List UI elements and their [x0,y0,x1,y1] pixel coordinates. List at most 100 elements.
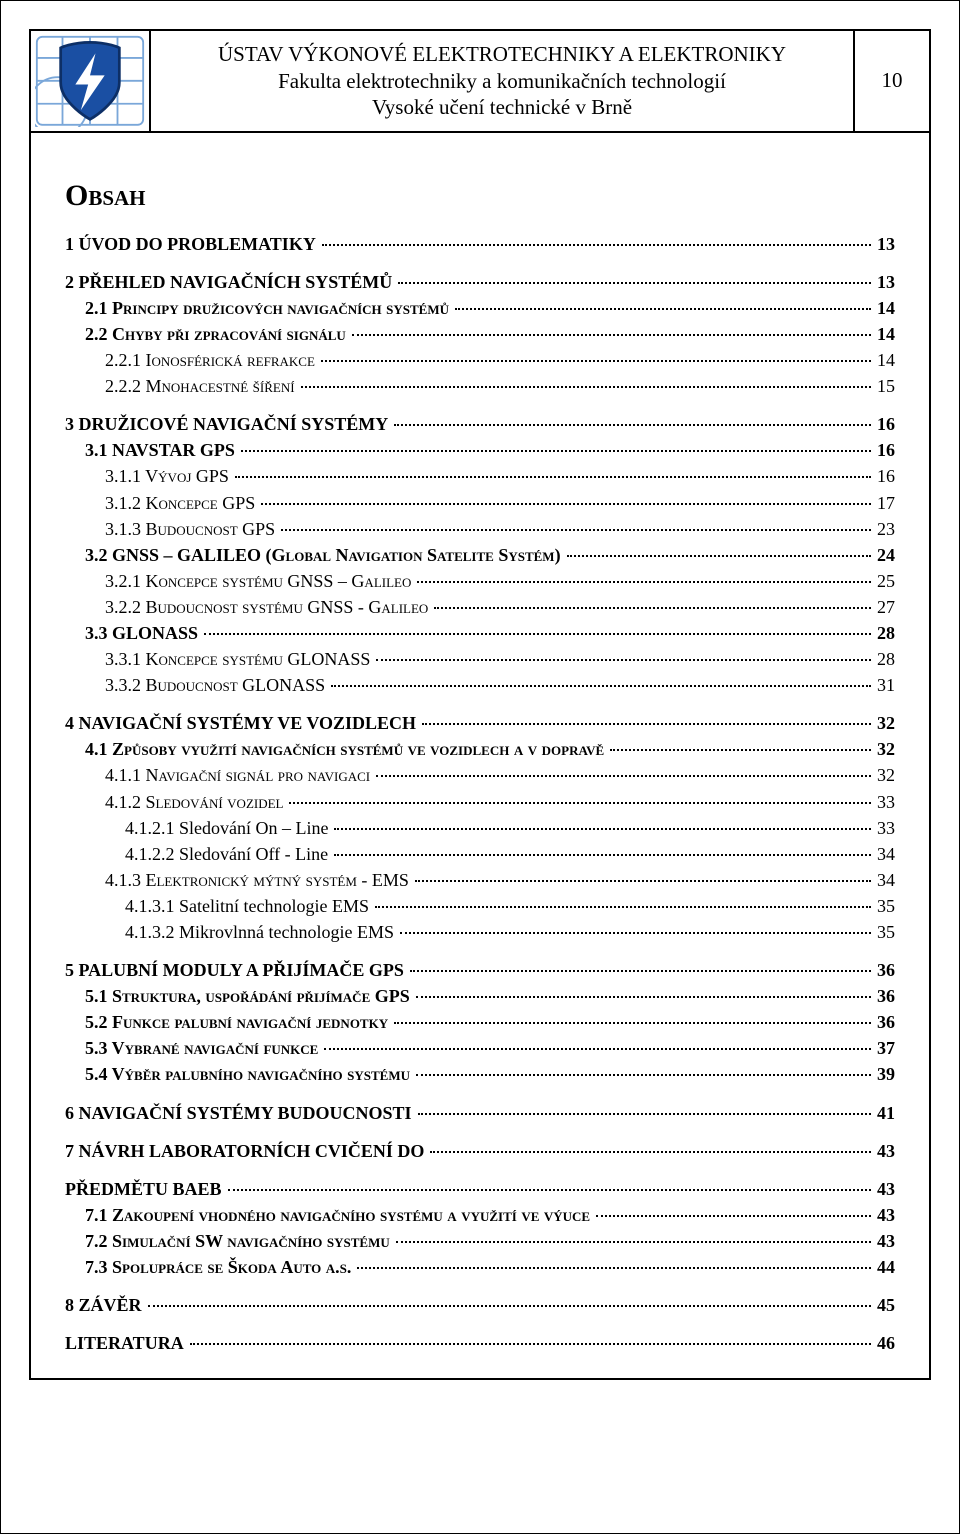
toc-page: 33 [873,789,895,815]
toc-label: 4.1.2.1 Sledování On – Line [125,815,332,841]
dot-leader [394,1022,871,1024]
toc-page: 16 [873,411,895,437]
header-line-2: Fakulta elektrotechniky a komunikačních … [159,68,845,94]
toc-row: 2.1 Principy družicových navigačních sys… [65,295,895,321]
dot-leader [596,1215,871,1217]
toc-label: 4.1 Způsoby využití navigačních systémů … [85,736,608,762]
toc-row: 5.4 Výběr palubního navigačního systému3… [65,1061,895,1087]
toc-row: 5.1 Struktura, uspořádání přijímače GPS 3… [65,983,895,1009]
toc-page: 36 [873,983,895,1009]
toc-label: 6 NAVIGAČNÍ SYSTÉMY BUDOUCNOSTI [65,1100,416,1126]
toc-page: 24 [873,542,895,568]
dot-leader [334,854,871,856]
dot-leader [416,996,871,998]
toc-row: 3.3.2 Budoucnost GLONASS 31 [65,672,895,698]
dot-leader [567,555,871,557]
toc-row: 7.2 Simulační SW navigačního systému 43 [65,1228,895,1254]
toc-label: 7.2 Simulační SW navigačního systému [85,1228,394,1254]
dot-leader [301,386,871,388]
toc-row: 3.1 NAVSTAR GPS16 [65,437,895,463]
toc-label: 3.1.1 Vývoj GPS [105,463,233,489]
toc-page: 44 [873,1254,895,1280]
toc-row: 4.1.2.1 Sledování On – Line33 [65,815,895,841]
toc-row: 3.2.1 Koncepce systému GNSS – Galileo25 [65,568,895,594]
toc-label: 4.1.2 Sledování vozidel [105,789,287,815]
toc-page: 43 [873,1228,895,1254]
toc-row: 4 NAVIGAČNÍ SYSTÉMY VE VOZIDLECH 32 [65,710,895,736]
toc-row: 3.1.1 Vývoj GPS16 [65,463,895,489]
page: ÚSTAV VÝKONOVÉ ELEKTROTECHNIKY A ELEKTRO… [0,0,960,1534]
content-area: Obsah 1 ÚVOD DO PROBLEMATIKY132 PŘEHLED … [31,133,929,1379]
toc-row: 4.1.1 Navigační signál pro navigaci32 [65,762,895,788]
header-line-3: Vysoké učení technické v Brně [159,94,845,120]
toc-label: 7.1 Zakoupení vhodného navigačního systé… [85,1202,594,1228]
toc-row: 3 DRUŽICOVÉ NAVIGAČNÍ SYSTÉMY 16 [65,411,895,437]
toc-row: 3.1.2 Koncepce GPS 17 [65,490,895,516]
toc-page: 31 [873,672,895,698]
toc-row: 2 PŘEHLED NAVIGAČNÍCH SYSTÉMŮ13 [65,269,895,295]
dot-leader [394,424,871,426]
outer-frame: ÚSTAV VÝKONOVÉ ELEKTROTECHNIKY A ELEKTRO… [29,29,931,1380]
toc-page: 13 [873,231,895,257]
dot-leader [261,503,871,505]
toc-row: 2.2.1 Ionosférická refrakce 14 [65,347,895,373]
toc-label: 3.2 GNSS – GALILEO (Global Navigation Sa… [85,542,565,568]
toc-label: 3 DRUŽICOVÉ NAVIGAČNÍ SYSTÉMY [65,411,392,437]
toc-label: 2.2.1 Ionosférická refrakce [105,347,319,373]
dot-leader [375,906,871,908]
toc-row: 3.1.3 Budoucnost GPS23 [65,516,895,542]
toc-page: 34 [873,867,895,893]
dot-leader [396,1241,871,1243]
toc-label: 3.3.2 Budoucnost GLONASS [105,672,329,698]
header-title-cell: ÚSTAV VÝKONOVÉ ELEKTROTECHNIKY A ELEKTRO… [151,31,855,131]
toc-row: 3.2 GNSS – GALILEO (Global Navigation Sa… [65,542,895,568]
toc-page: 36 [873,1009,895,1035]
toc-row: 4.1.3.2 Mikrovlnná technologie EMS35 [65,919,895,945]
toc-label: 4 NAVIGAČNÍ SYSTÉMY VE VOZIDLECH [65,710,420,736]
toc-page: 37 [873,1035,895,1061]
page-number: 10 [855,31,929,131]
dot-leader [331,685,871,687]
toc-page: 32 [873,710,895,736]
toc-row: 2.2 Chyby při zpracování signálu14 [65,321,895,347]
toc-row: 4.1.2 Sledování vozidel 33 [65,789,895,815]
dot-leader [281,529,871,531]
dot-leader [322,244,871,246]
toc-page: 34 [873,841,895,867]
toc-page: 16 [873,437,895,463]
toc-label: 2.2.2 Mnohacestné šíření [105,373,299,399]
toc-row: 4.1.3 Elektronický mýtný systém - EMS34 [65,867,895,893]
dot-leader [434,607,871,609]
toc-label: 3.1.2 Koncepce GPS [105,490,259,516]
toc-page: 17 [873,490,895,516]
toc-label: 3.3 GLONASS [85,620,202,646]
toc-label: 2.2 Chyby při zpracování signálu [85,321,350,347]
toc-label: 7.3 Spolupráce se Škoda Auto a.s. [85,1254,355,1280]
toc-row: 5.3 Vybrané navigační funkce37 [65,1035,895,1061]
toc-row: 1 ÚVOD DO PROBLEMATIKY13 [65,231,895,257]
toc-row: 5.2 Funkce palubní navigační jednotky 36 [65,1009,895,1035]
toc-label: 5.1 Struktura, uspořádání přijímače GPS [85,983,414,1009]
toc-row: 3.3.1 Koncepce systému GLONASS28 [65,646,895,672]
dot-leader [376,659,871,661]
dot-leader [410,970,871,972]
toc-page: 14 [873,347,895,373]
toc-label: 5.2 Funkce palubní navigační jednotky [85,1009,392,1035]
dot-leader [376,775,871,777]
toc-page: 43 [873,1176,895,1202]
toc-label: 3.3.1 Koncepce systému GLONASS [105,646,374,672]
dot-leader [422,723,871,725]
toc-row: 3.2.2 Budoucnost systému GNSS - Galileo2… [65,594,895,620]
dot-leader [148,1305,871,1307]
toc-label: 4.1.3.1 Satelitní technologie EMS [125,893,373,919]
logo-cell [31,31,151,131]
toc-label: 3.1.3 Budoucnost GPS [105,516,279,542]
toc-label: 3.2.1 Koncepce systému GNSS – Galileo [105,568,415,594]
dot-leader [241,450,871,452]
toc-page: 39 [873,1061,895,1087]
toc-page: 43 [873,1138,895,1164]
toc-row: 6 NAVIGAČNÍ SYSTÉMY BUDOUCNOSTI41 [65,1100,895,1126]
dot-leader [416,1074,871,1076]
toc-label: PŘEDMĚTU BAEB [65,1176,226,1202]
dot-leader [417,581,871,583]
